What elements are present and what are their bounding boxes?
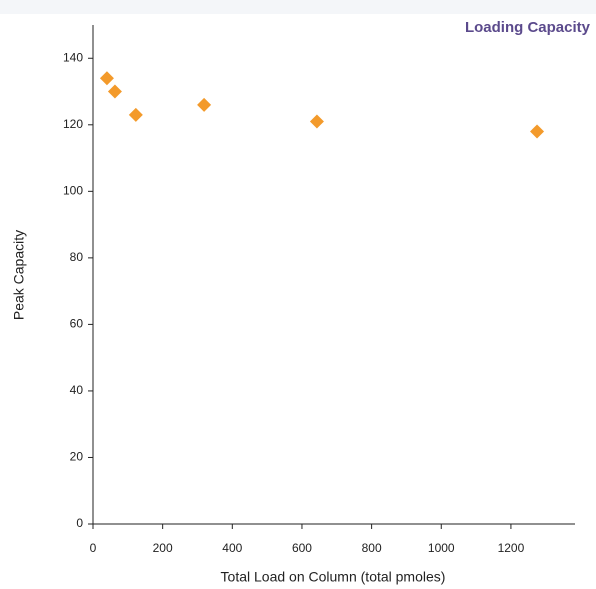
x-tick-label: 1200 [498,541,525,555]
x-tick-label: 1000 [428,541,455,555]
x-tick-label: 800 [362,541,382,555]
y-tick-label: 40 [70,383,84,397]
x-tick-label: 200 [153,541,173,555]
x-tick-label: 0 [90,541,97,555]
data-point [530,124,545,139]
data-point [128,107,143,122]
y-tick-label: 120 [63,117,83,131]
chart-title: Loading Capacity [465,19,591,36]
data-point [99,71,114,86]
x-tick-label: 600 [292,541,312,555]
header-band [0,0,596,14]
y-tick-label: 80 [70,250,84,264]
data-point [309,114,324,129]
y-tick-label: 140 [63,50,83,64]
y-tick-label: 60 [70,317,84,331]
y-tick-label: 0 [76,516,83,530]
data-point [107,84,122,99]
y-axis-label: Peak Capacity [11,230,27,320]
x-axis-label: Total Load on Column (total pmoles) [221,569,446,585]
data-point [197,97,212,112]
x-tick-label: 400 [222,541,242,555]
y-tick-label: 20 [70,450,84,464]
y-tick-label: 100 [63,184,83,198]
